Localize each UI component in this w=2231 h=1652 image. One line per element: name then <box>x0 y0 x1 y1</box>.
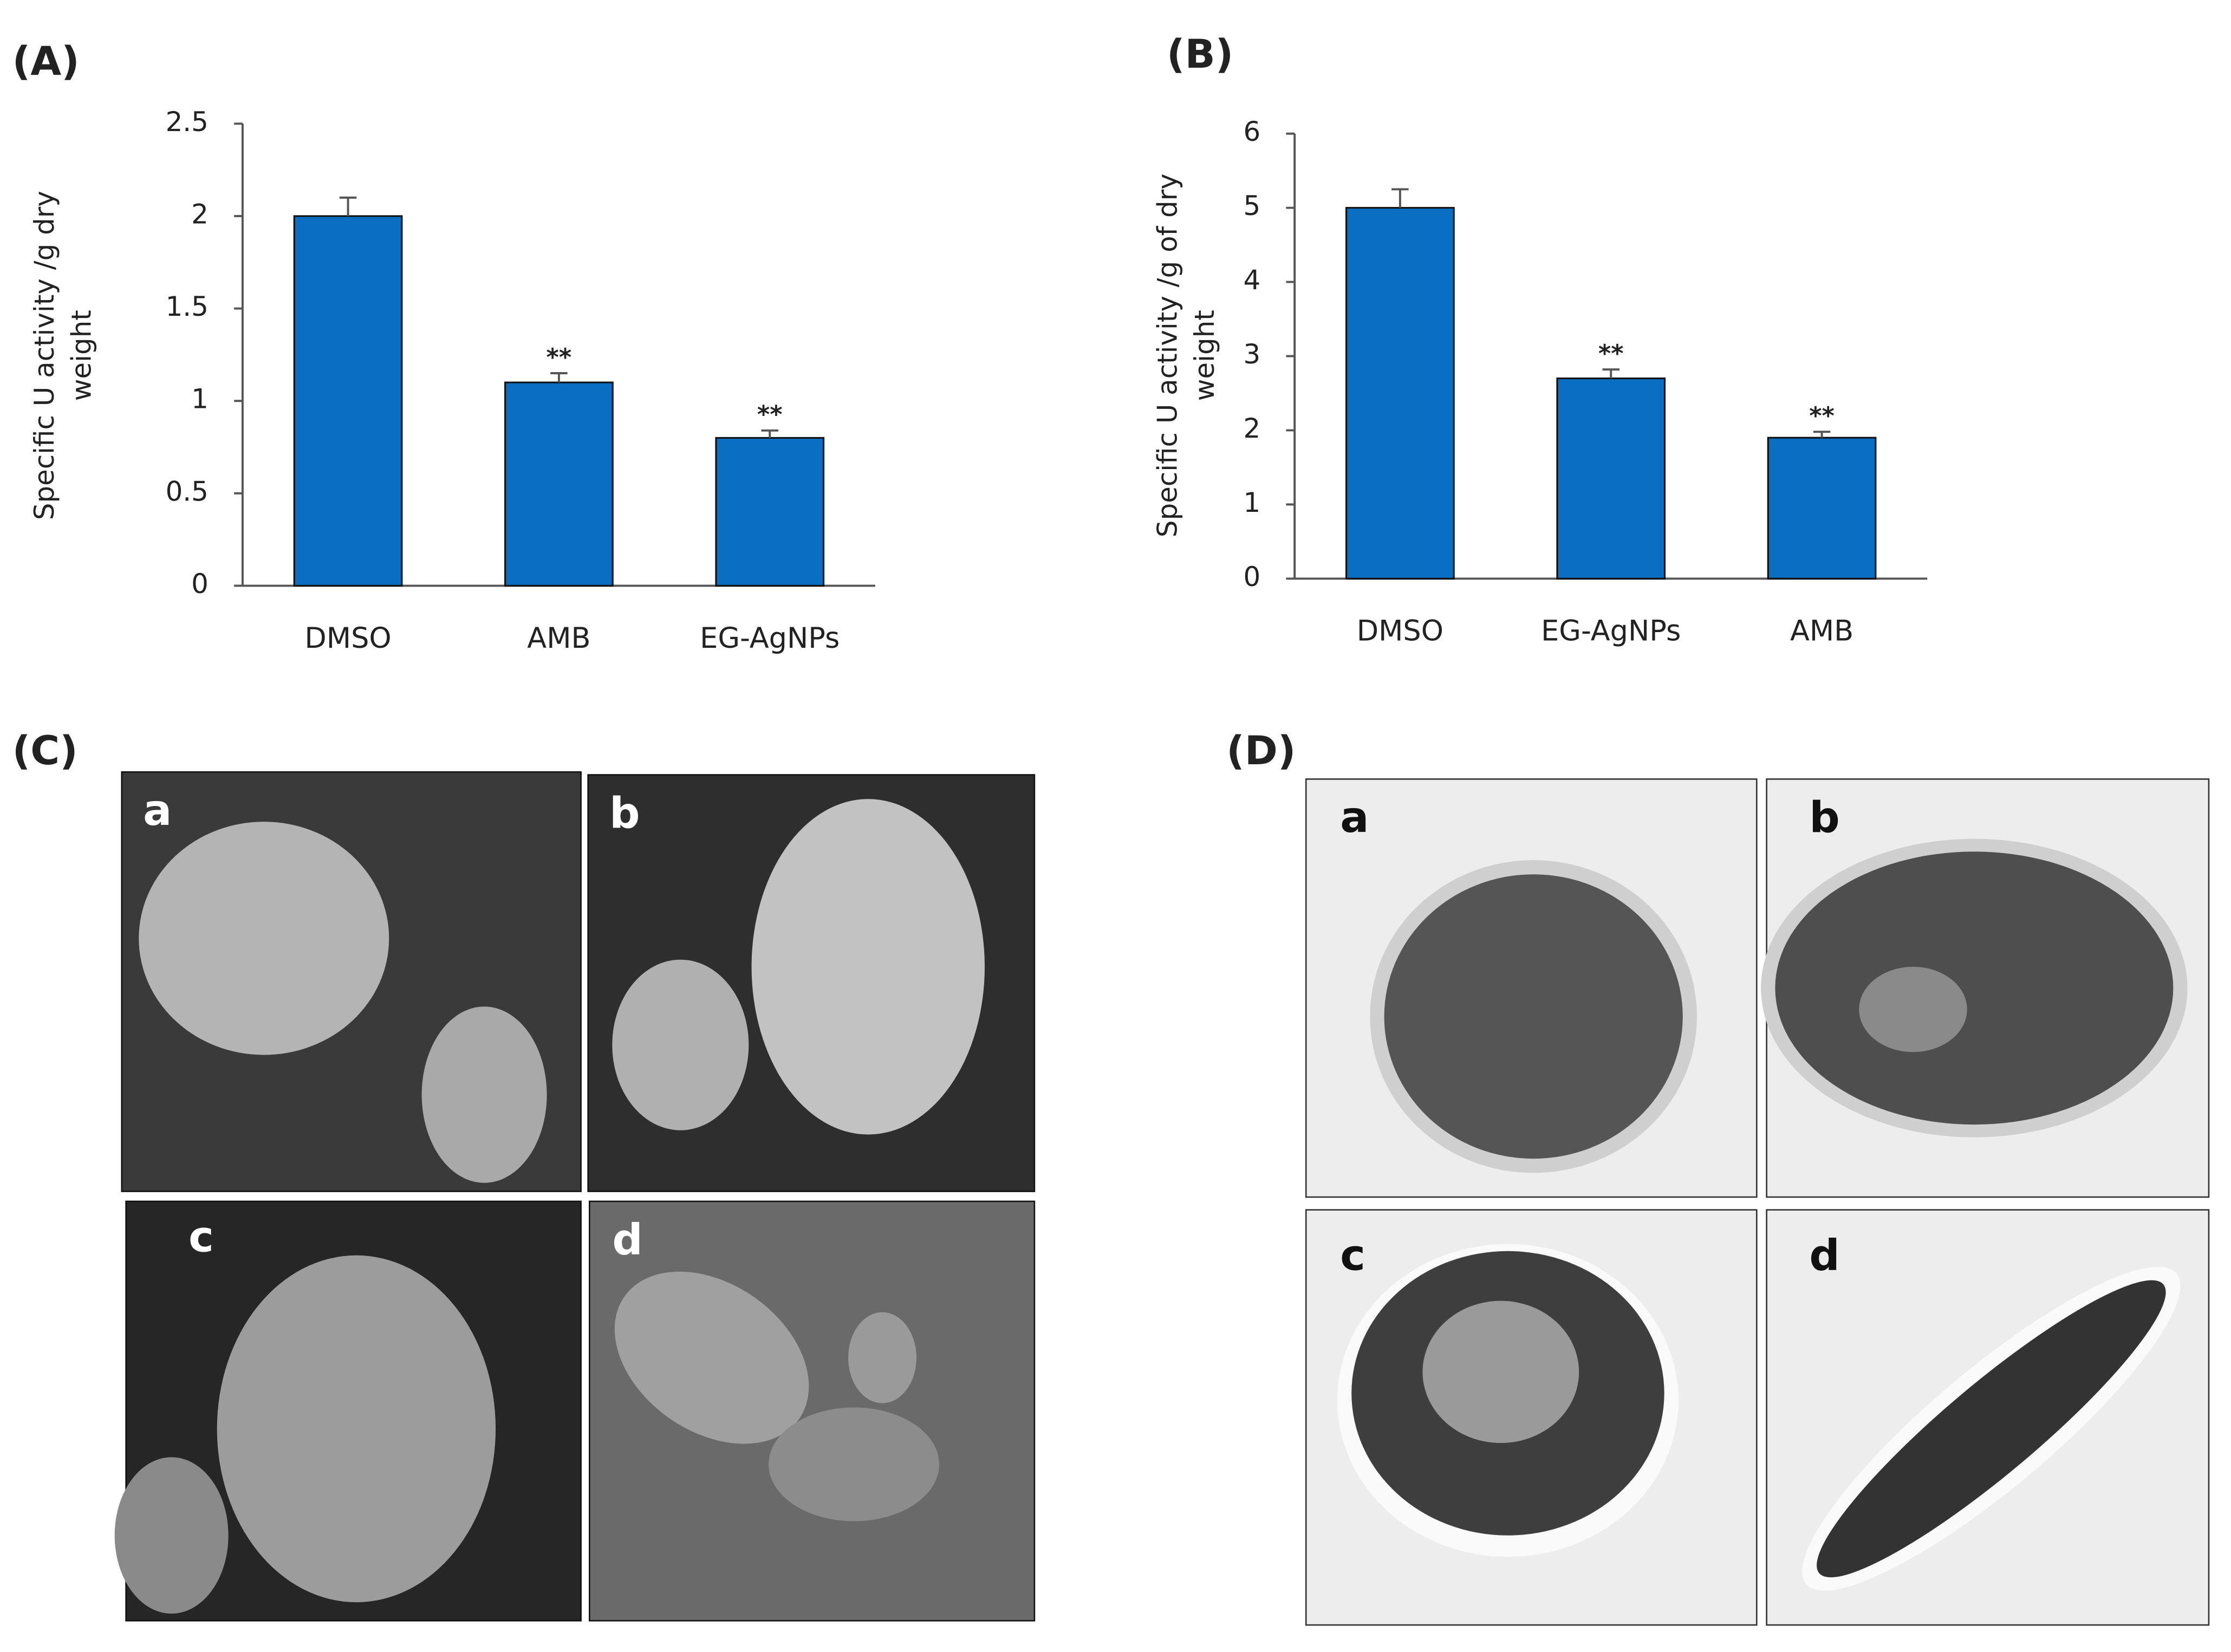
cell <box>612 959 749 1130</box>
x-tick-label: EG-AgNPs <box>700 622 840 655</box>
bar <box>715 437 825 587</box>
y-tick-label: 2 <box>191 198 209 230</box>
cytoplasm <box>1775 851 2174 1125</box>
error-bar <box>550 372 568 383</box>
micrograph <box>589 1200 1036 1622</box>
y-tick-label: 1.5 <box>166 291 209 322</box>
granules <box>1422 1300 1579 1443</box>
subpanel-label: d <box>612 1215 642 1265</box>
cell <box>751 799 985 1135</box>
cell <box>848 1312 917 1403</box>
x-tick-label: DMSO <box>304 622 391 655</box>
error-bar <box>1391 188 1409 208</box>
cell <box>217 1255 496 1603</box>
x-tick-label: DMSO <box>1357 615 1443 648</box>
y-tick-label: 2.5 <box>166 106 209 138</box>
error-bar <box>761 429 778 438</box>
error-bar <box>1602 368 1619 379</box>
subpanel-label: a <box>1340 792 1369 842</box>
subpanel-label: b <box>609 788 640 838</box>
y-tick-label: 6 <box>1243 116 1260 147</box>
tem-images <box>1305 778 2210 1626</box>
sem-images <box>114 771 1036 1622</box>
error-bar <box>1813 431 1831 438</box>
bar <box>1556 378 1666 580</box>
debris <box>114 1457 229 1614</box>
y-axis-label: weight <box>1189 310 1220 401</box>
y-tick-label: 1 <box>1243 487 1260 518</box>
y-axis-label: Specific U activity /g dry <box>29 191 60 520</box>
significance-label: ** <box>1809 402 1835 430</box>
significance-label: ** <box>547 343 572 372</box>
subpanel-label: d <box>1809 1230 1839 1280</box>
y-tick-label: 0 <box>1243 561 1260 593</box>
x-tick-label: EG-AgNPs <box>1541 615 1681 648</box>
cell <box>421 1006 547 1183</box>
y-tick-label: 0 <box>191 568 209 600</box>
chart-title: (A) <box>12 38 80 84</box>
x-tick-label: AMB <box>527 622 590 655</box>
subpanel-label: c <box>188 1212 214 1261</box>
bar <box>504 381 614 587</box>
x-tick-label: AMB <box>1790 615 1853 648</box>
y-tick-label: 3 <box>1243 339 1260 370</box>
y-tick-label: 5 <box>1243 190 1260 222</box>
cell <box>139 822 389 1055</box>
cytoplasm <box>1817 1280 2166 1578</box>
subpanel-label: a <box>143 785 172 835</box>
y-tick-label: 1 <box>191 383 209 415</box>
panel-label: (C) <box>12 728 78 774</box>
significance-label: ** <box>757 401 783 429</box>
vacuole <box>1859 966 1967 1052</box>
y-tick-label: 0.5 <box>166 476 209 507</box>
cell <box>614 1271 809 1444</box>
bar <box>1767 437 1877 580</box>
bar <box>1345 207 1455 580</box>
subpanel-label: c <box>1340 1230 1365 1280</box>
debris <box>769 1407 940 1521</box>
y-tick-label: 2 <box>1243 413 1260 444</box>
y-tick-label: 4 <box>1243 264 1260 296</box>
y-axis-label: Specific U activity /g of dry <box>1152 173 1183 537</box>
error-bar <box>339 196 357 216</box>
subpanel-label: b <box>1809 792 1839 842</box>
bar <box>293 215 403 587</box>
cytoplasm <box>1384 874 1683 1159</box>
panel-label: (D) <box>1226 728 1296 774</box>
chart-title: (B) <box>1167 31 1233 77</box>
y-axis-label: weight <box>66 310 97 401</box>
significance-label: ** <box>1598 340 1624 368</box>
